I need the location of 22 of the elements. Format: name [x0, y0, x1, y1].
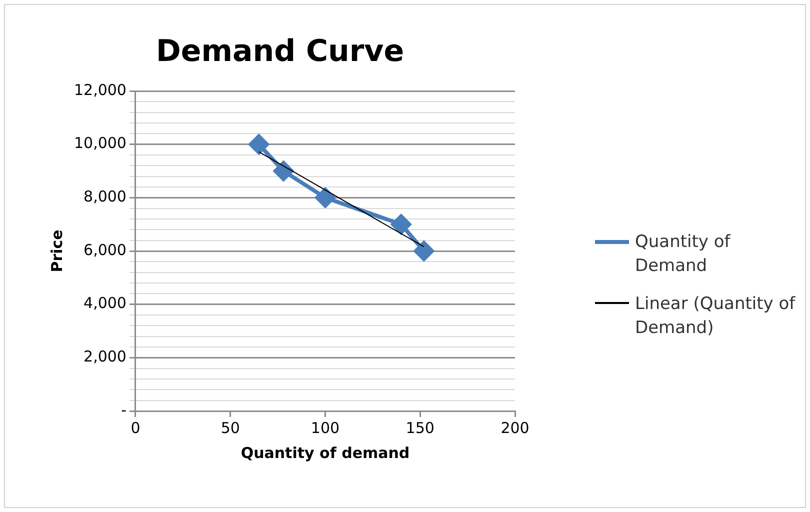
point — [414, 241, 434, 261]
point — [248, 134, 269, 154]
x-tick-label: 200 — [500, 418, 530, 437]
point — [315, 188, 336, 208]
x-tick-label: 150 — [406, 418, 434, 437]
point — [273, 161, 294, 181]
x-tick-label: 50 — [220, 418, 240, 437]
y-tick-label: 10,000 — [74, 134, 126, 152]
y-tick-label: - — [121, 400, 126, 419]
x-tick-label: 0 — [130, 418, 140, 437]
legend-label: Quantity of Demand — [635, 231, 732, 278]
legend-label: Linear (Quantity of Demand) — [635, 293, 796, 340]
x-tick-label: 100 — [310, 418, 340, 437]
y-tick-label: 6,000 — [84, 240, 126, 259]
y-tick-label: 4,000 — [84, 294, 126, 312]
x-axis-title: Quantity of demand — [240, 444, 410, 462]
y-axis-title: Price — [48, 230, 66, 272]
y-tick-label: 2,000 — [84, 348, 126, 366]
y-tick-label: 8,000 — [84, 188, 126, 206]
y-tick-label: 12,000 — [74, 80, 126, 99]
chart-title: Demand Curve — [156, 34, 404, 69]
point — [391, 214, 412, 234]
